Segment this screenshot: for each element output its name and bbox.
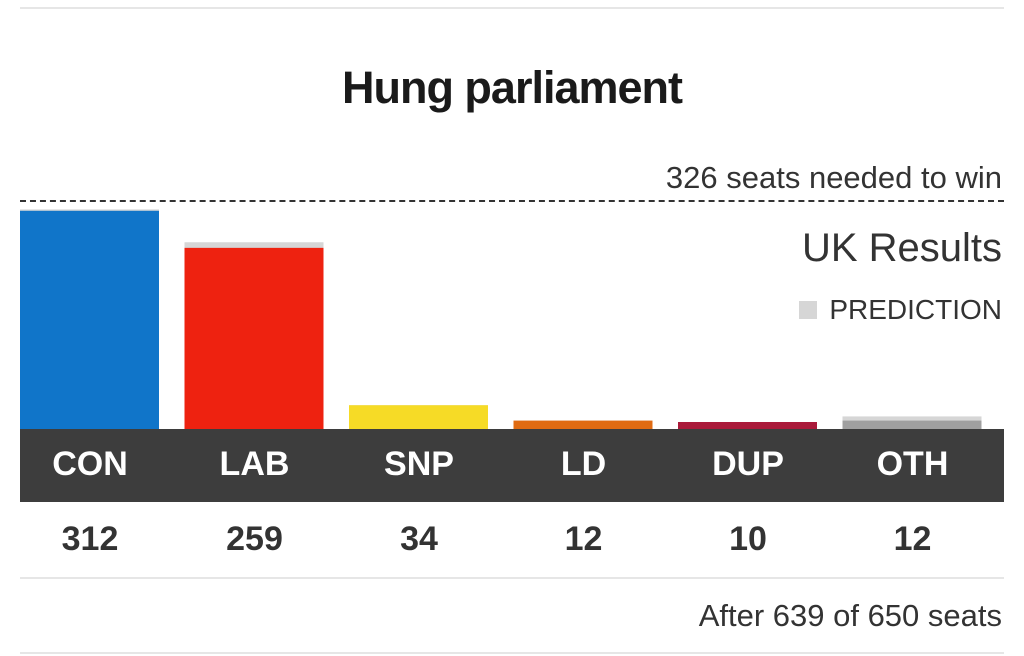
seat-bar-chart	[20, 209, 982, 429]
majority-line	[20, 200, 1004, 202]
seat-count-dup: 10	[729, 520, 767, 558]
seat-count-ld: 12	[564, 520, 603, 558]
party-label-ld: LD	[560, 445, 607, 483]
seat-count-lab: 259	[226, 520, 283, 558]
results-label: UK Results	[801, 226, 1002, 270]
prediction-legend-label: PREDICTION	[829, 294, 1002, 325]
party-label-snp: SNP	[384, 445, 454, 483]
party-label-lab: LAB	[219, 445, 290, 483]
seats-progress: After 639 of 650 seats	[698, 598, 1002, 633]
party-label-oth: OTH	[876, 445, 949, 483]
bar-ld	[513, 420, 653, 429]
legend: PREDICTION	[799, 294, 1002, 326]
seat-count-snp: 34	[400, 520, 438, 558]
bar-con	[20, 210, 159, 429]
seat-count-con: 312	[61, 520, 119, 558]
bottom-rule	[20, 652, 1004, 654]
bar-oth	[842, 420, 982, 429]
page-title: Hung parliament	[341, 62, 683, 113]
party-label-dup: DUP	[712, 445, 784, 483]
seat-count-oth: 12	[893, 520, 932, 558]
top-rule	[20, 7, 1004, 9]
bar-dup	[678, 422, 817, 429]
party-label-con: CON	[52, 445, 128, 483]
majority-label: 326 seats needed to win	[665, 160, 1002, 195]
prediction-swatch	[799, 301, 818, 319]
bar-lab	[184, 247, 324, 429]
party-label-band	[20, 429, 1004, 502]
bar-snp	[349, 405, 488, 429]
middle-rule	[20, 577, 1004, 579]
